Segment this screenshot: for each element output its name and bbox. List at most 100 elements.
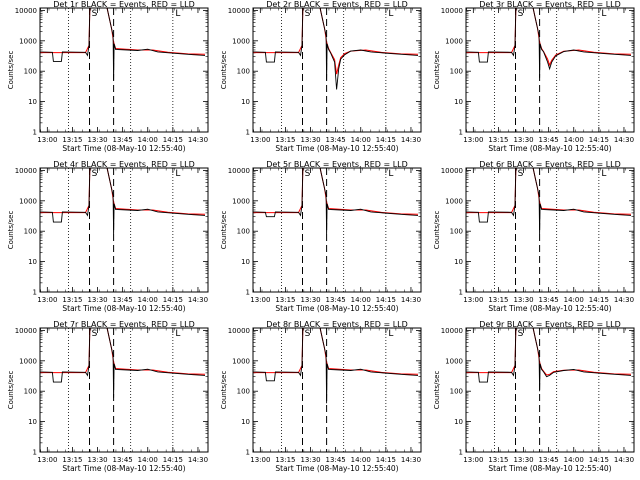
y-tick-label: 1 [33, 449, 37, 457]
x-axis-label: Start Time (08-May-10 12:55:40) [488, 144, 611, 153]
series-group [466, 168, 632, 235]
x-tick-label: 13:00 [250, 296, 270, 304]
event-marker-s: S [92, 329, 98, 339]
x-tick-label: 13:45 [113, 296, 133, 304]
y-tick-label: 1000 [19, 37, 37, 45]
panel-det-5: Det 5r BLACK = Events, RED = LLD 1 10 100 10… [220, 160, 422, 313]
y-tick-label: 10000 [228, 327, 250, 335]
x-tick-label: 14:30 [188, 296, 208, 304]
x-tick-label: 14:30 [614, 296, 634, 304]
event-marker-s: S [305, 329, 311, 339]
x-tick-label: 13:15 [275, 296, 295, 304]
y-tick-label: 1 [459, 449, 463, 457]
y-tick-label: 1000 [232, 37, 250, 45]
series-group [253, 168, 419, 235]
x-tick-label: 14:15 [376, 136, 396, 144]
x-tick-label: 13:00 [250, 456, 270, 464]
x-tick-label: 14:15 [589, 136, 609, 144]
x-tick-label: 14:00 [564, 136, 584, 144]
x-tick-label: 14:00 [138, 456, 158, 464]
event-marker-s: S [305, 9, 311, 19]
panel-det-4: Det 4r BLACK = Events, RED = LLD 1 10 100 10… [7, 160, 209, 313]
x-tick-label: 14:30 [188, 456, 208, 464]
y-axis-label: Counts/sec [7, 371, 15, 410]
x-tick-label: 14:30 [401, 136, 421, 144]
y-tick-label: 10000 [228, 167, 250, 175]
x-tick-label: 13:30 [300, 456, 320, 464]
x-tick-label: 14:30 [401, 456, 421, 464]
x-tick-label: 14:30 [614, 456, 634, 464]
x-tick-label: 13:45 [113, 136, 133, 144]
x-tick-label: 13:45 [326, 296, 346, 304]
y-tick-label: 10000 [228, 7, 250, 15]
y-tick-label: 100 [237, 388, 250, 396]
events-series-line [253, 328, 419, 404]
plot-frame [39, 7, 209, 133]
panel-title: Det 4r BLACK = Events, RED = LLD [53, 160, 195, 169]
x-tick-label: 13:15 [488, 296, 508, 304]
x-axis-label: Start Time (08-May-10 12:55:40) [275, 144, 398, 153]
series-group [466, 8, 632, 78]
events-series-line [253, 8, 419, 90]
x-tick-label: 14:15 [163, 456, 183, 464]
x-tick-label: 14:30 [614, 136, 634, 144]
panel-title: Det 7r BLACK = Events, RED = LLD [53, 320, 195, 329]
panel-det-1: Det 1r BLACK = Events, RED = LLD 1 10 100 10… [7, 0, 209, 153]
y-tick-label: 100 [450, 388, 463, 396]
x-tick-label: 13:30 [300, 136, 320, 144]
event-marker-l: L [601, 9, 606, 19]
x-tick-label: 13:30 [87, 136, 107, 144]
y-tick-label: 1000 [19, 357, 37, 365]
y-tick-label: 100 [237, 228, 250, 236]
x-tick-label: 13:30 [513, 296, 533, 304]
y-tick-label: 1 [459, 129, 463, 137]
plot-frame [252, 327, 422, 453]
series-group [253, 8, 419, 90]
x-tick-label: 14:15 [163, 136, 183, 144]
x-tick-label: 13:15 [62, 456, 82, 464]
event-marker-l: L [175, 9, 180, 19]
panel-title: Det 1r BLACK = Events, RED = LLD [53, 0, 195, 9]
y-tick-label: 100 [24, 68, 37, 76]
x-axis-label: Start Time (08-May-10 12:55:40) [62, 464, 185, 473]
plot-frame [252, 7, 422, 133]
x-tick-label: 13:15 [275, 136, 295, 144]
y-axis-label: Counts/sec [220, 51, 228, 90]
x-tick-label: 13:30 [87, 456, 107, 464]
event-marker-l: L [175, 169, 180, 179]
event-marker-s: S [92, 9, 98, 19]
y-axis-label: Counts/sec [433, 371, 441, 410]
event-marker-l: L [175, 329, 180, 339]
x-axis-label: Start Time (08-May-10 12:55:40) [488, 464, 611, 473]
event-marker-s: S [518, 9, 524, 19]
plot-frame [39, 327, 209, 453]
y-tick-label: 10 [241, 98, 250, 106]
x-tick-label: 13:00 [463, 456, 483, 464]
y-tick-label: 1000 [232, 357, 250, 365]
panel-title: Det 2r BLACK = Events, RED = LLD [266, 0, 408, 9]
x-tick-label: 14:15 [376, 456, 396, 464]
y-axis-label: Counts/sec [7, 51, 15, 90]
x-tick-label: 13:00 [37, 296, 57, 304]
y-tick-label: 1000 [445, 197, 463, 205]
series-group [253, 328, 419, 404]
x-tick-label: 14:00 [138, 136, 158, 144]
y-tick-label: 100 [450, 228, 463, 236]
events-series-line [466, 168, 632, 235]
panel-det-8: Det 8r BLACK = Events, RED = LLD 1 10 100 10… [220, 320, 422, 473]
plot-frame [465, 167, 635, 293]
panel-title: Det 6r BLACK = Events, RED = LLD [479, 160, 621, 169]
panel-det-7: Det 7r BLACK = Events, RED = LLD 1 10 100 10… [7, 320, 209, 473]
x-tick-label: 14:00 [564, 296, 584, 304]
x-tick-label: 13:15 [488, 136, 508, 144]
plot-frame [465, 7, 635, 133]
x-tick-label: 14:00 [351, 296, 371, 304]
events-series-line [40, 168, 206, 235]
x-tick-label: 13:00 [463, 136, 483, 144]
x-tick-label: 13:45 [539, 296, 559, 304]
events-series-line [466, 8, 632, 78]
y-tick-label: 10 [241, 258, 250, 266]
panel-det-6: Det 6r BLACK = Events, RED = LLD 1 10 100 10… [433, 160, 635, 313]
y-tick-label: 10000 [441, 167, 463, 175]
x-tick-label: 13:45 [539, 136, 559, 144]
